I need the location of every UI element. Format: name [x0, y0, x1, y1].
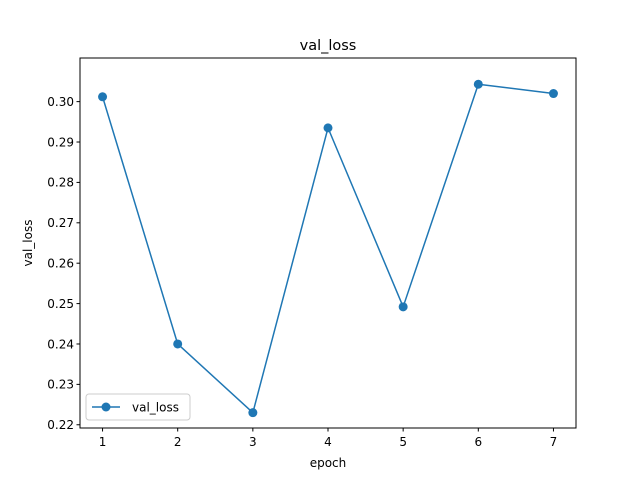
y-tick-label: 0.26 — [47, 256, 74, 270]
plot-frame — [79, 57, 577, 429]
data-point — [173, 339, 183, 349]
x-tick-label: 4 — [324, 435, 332, 449]
y-tick-label: 0.24 — [47, 337, 74, 351]
x-axis-label: epoch — [310, 456, 347, 470]
plot-area — [80, 58, 576, 428]
x-axis-ticks: 1 2 3 4 5 6 7 — [99, 428, 558, 449]
data-point — [548, 89, 558, 99]
y-tick-label: 0.29 — [47, 135, 74, 149]
x-tick-label: 3 — [249, 435, 257, 449]
x-tick-label: 5 — [399, 435, 407, 449]
y-axis-ticks: 0.22 0.23 0.24 0.25 0.26 0.27 0.28 0.29 0.30 — [47, 95, 80, 432]
y-tick-label: 0.22 — [47, 418, 74, 432]
legend-box — [85, 393, 191, 421]
y-tick-label: 0.28 — [47, 176, 74, 190]
x-tick-label: 6 — [474, 435, 482, 449]
legend-label: val_loss — [132, 401, 179, 415]
legend-marker-swatch — [101, 402, 111, 412]
data-point — [473, 79, 483, 89]
y-axis-label: val_loss — [21, 220, 35, 267]
x-tick-label: 1 — [99, 435, 107, 449]
legend: val_loss — [85, 393, 191, 421]
data-point — [398, 302, 408, 312]
series-layer — [98, 79, 558, 418]
y-tick-label: 0.30 — [47, 95, 74, 109]
data-point — [323, 123, 333, 133]
y-tick-label: 0.25 — [47, 297, 74, 311]
x-tick-label: 7 — [550, 435, 558, 449]
data-point — [248, 408, 258, 418]
y-tick-label: 0.27 — [47, 216, 74, 230]
x-tick-label: 2 — [174, 435, 182, 449]
chart-title: val_loss — [300, 38, 357, 54]
data-point — [98, 92, 108, 102]
y-tick-label: 0.23 — [47, 378, 74, 392]
